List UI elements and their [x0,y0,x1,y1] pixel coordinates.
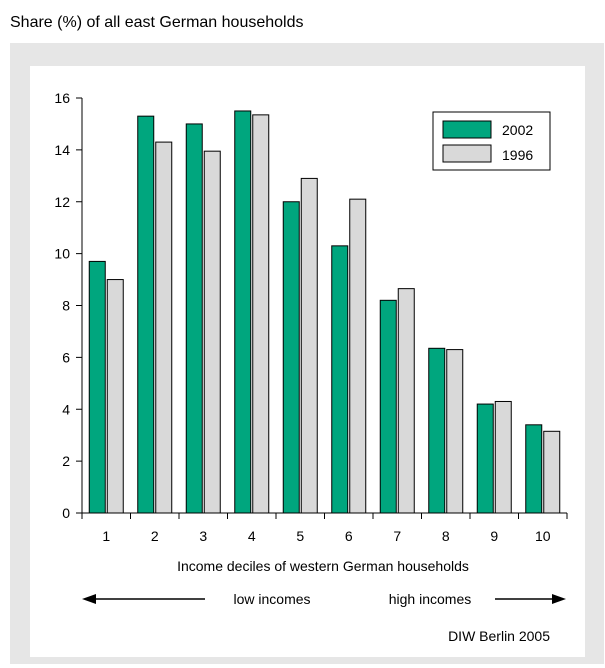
y-tick-label: 4 [62,401,70,417]
x-tick-label: 7 [393,528,401,544]
bar-1996-decile-10 [543,430,561,514]
high-incomes-label: high incomes [389,591,472,607]
legend-label-1996: 1996 [502,147,533,163]
bar-1996-decile-5 [300,177,318,514]
bar-2002-decile-3 [185,123,203,514]
x-tick-label: 8 [442,528,450,544]
bar-2002-decile-6 [331,245,349,514]
bar-1996-decile-6 [349,198,367,514]
x-axis-title: Income deciles of western German househo… [177,558,469,574]
chart-bars [88,110,561,514]
y-tick-label: 8 [62,298,70,314]
bar-1996-decile-7 [397,288,415,514]
y-tick-label: 14 [54,142,70,158]
bar-2002-decile-9 [476,403,494,514]
x-tick-label: 9 [490,528,498,544]
y-tick-label: 16 [54,90,70,106]
right-arrow-head [552,594,566,604]
legend-swatch-2002 [442,120,492,139]
income-direction-annotation: low incomes high incomes [82,591,566,607]
legend-swatch-1996 [442,144,492,163]
x-tick-label: 2 [151,528,159,544]
chart-legend: 2002 1996 [432,111,551,171]
left-arrow-head [82,594,96,604]
y-tick-label: 2 [62,453,70,469]
legend-label-2002: 2002 [502,122,533,138]
x-tick-label: 3 [199,528,207,544]
y-tick-label: 12 [54,194,70,210]
y-tick-label: 6 [62,349,70,365]
y-tick-label: 0 [62,505,70,521]
y-tick-label: 10 [54,246,70,262]
bar-1996-decile-3 [203,150,221,514]
bar-2002-decile-10 [525,424,543,514]
bar-1996-decile-2 [155,141,173,514]
bar-2002-decile-5 [282,201,300,514]
x-tick-label: 5 [296,528,304,544]
x-tick-label: 6 [345,528,353,544]
bar-2002-decile-8 [428,347,446,514]
low-incomes-label: low incomes [233,591,310,607]
bar-1996-decile-9 [494,400,512,514]
x-tick-label: 1 [102,528,110,544]
x-tick-label: 10 [535,528,551,544]
bar-2002-decile-1 [88,260,106,514]
bar-2002-decile-7 [379,299,397,514]
x-tick-label: 4 [248,528,256,544]
bar-1996-decile-4 [252,114,270,514]
source-note: DIW Berlin 2005 [448,628,550,644]
chart-header-title: Share (%) of all east German households [10,14,304,31]
bar-2002-decile-4 [234,110,252,514]
bar-2002-decile-2 [137,115,155,514]
bar-1996-decile-8 [446,349,464,514]
bar-1996-decile-1 [106,279,124,514]
